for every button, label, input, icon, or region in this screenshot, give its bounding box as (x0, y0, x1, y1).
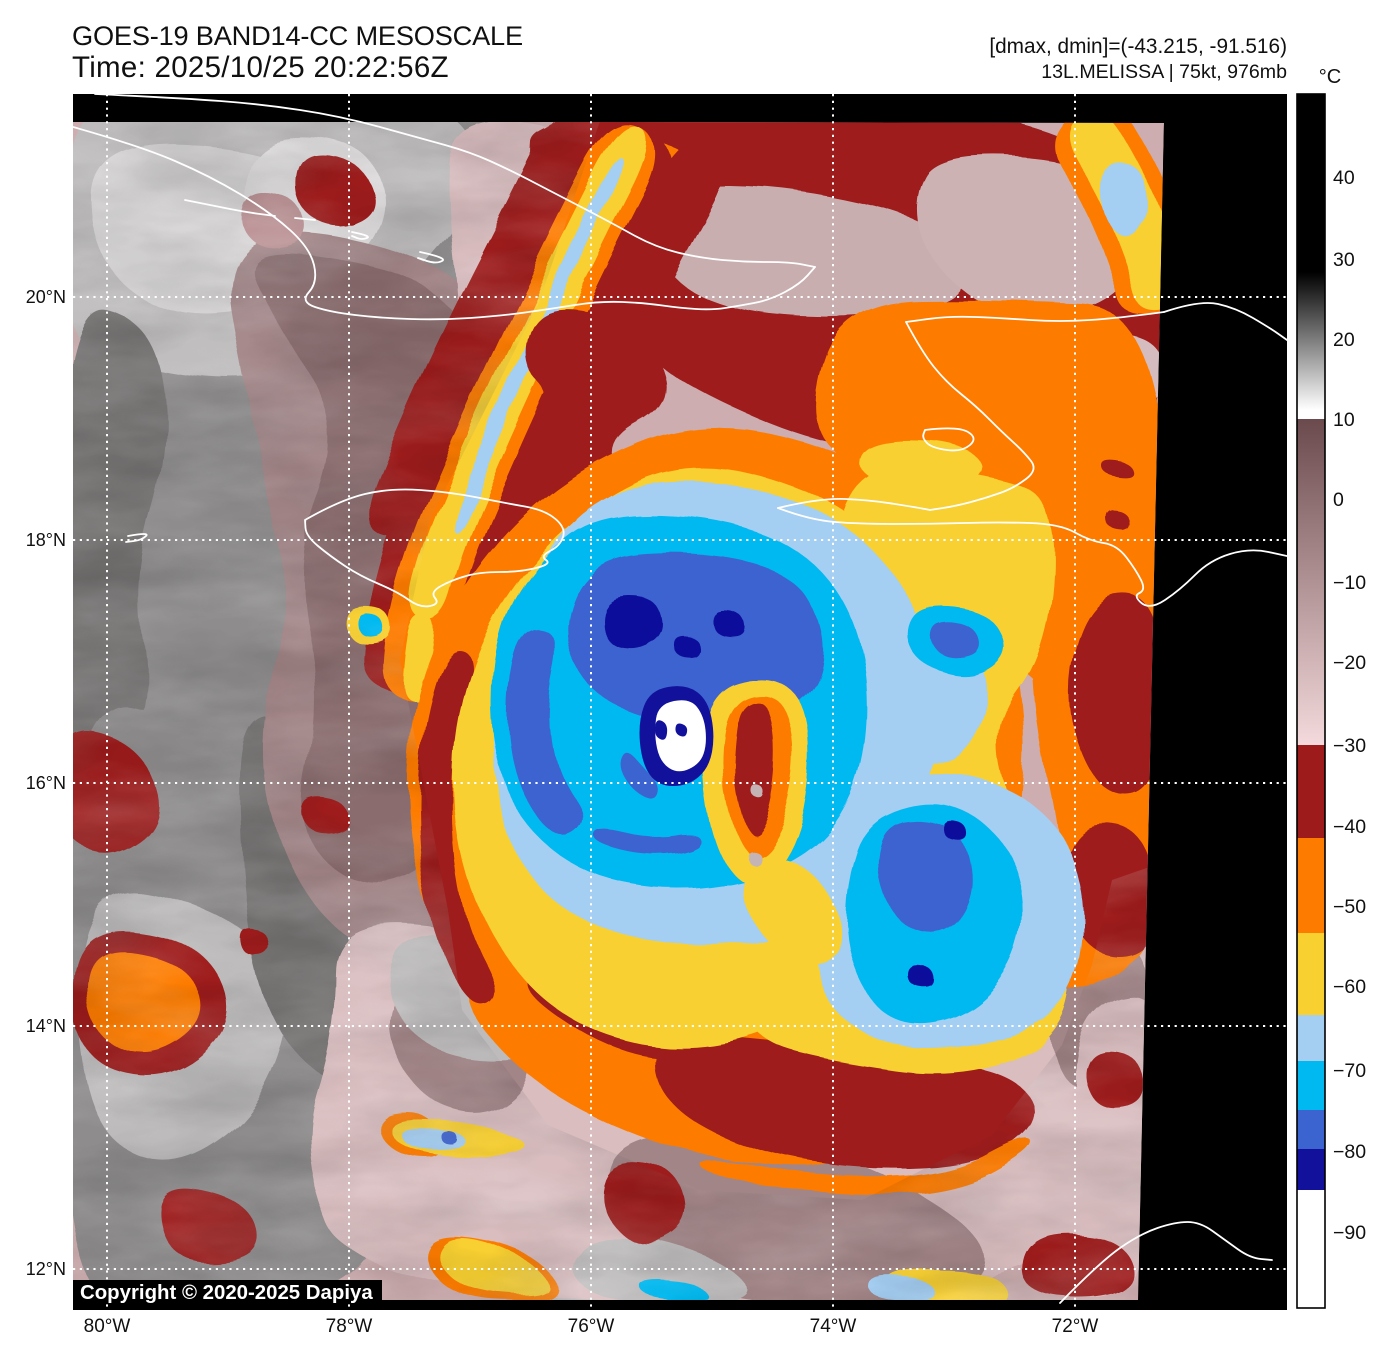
svg-text:14°N: 14°N (26, 1016, 66, 1036)
svg-text:80°W: 80°W (84, 1316, 131, 1337)
svg-text:−70: −70 (1333, 1060, 1366, 1082)
svg-text:16°N: 16°N (26, 773, 66, 793)
svg-text:20: 20 (1333, 329, 1355, 351)
svg-text:−10: −10 (1333, 572, 1366, 594)
svg-text:76°W: 76°W (568, 1316, 615, 1337)
svg-text:74°W: 74°W (810, 1316, 857, 1337)
svg-text:[dmax, dmin]=(-43.215, -91.516: [dmax, dmin]=(-43.215, -91.516) (989, 35, 1287, 58)
svg-text:20°N: 20°N (26, 287, 66, 307)
svg-text:Time: 2025/10/25 20:22:56Z: Time: 2025/10/25 20:22:56Z (72, 51, 449, 84)
svg-text:12°N: 12°N (26, 1259, 66, 1279)
svg-text:−20: −20 (1333, 652, 1366, 674)
svg-text:0: 0 (1333, 489, 1344, 511)
svg-text:30: 30 (1333, 249, 1355, 271)
svg-text:10: 10 (1333, 409, 1355, 431)
svg-text:78°W: 78°W (326, 1316, 373, 1337)
svg-text:−30: −30 (1333, 735, 1366, 757)
svg-text:°C: °C (1319, 66, 1341, 88)
svg-text:72°W: 72°W (1052, 1316, 1099, 1337)
svg-text:13L.MELISSA | 75kt, 976mb: 13L.MELISSA | 75kt, 976mb (1041, 61, 1287, 83)
svg-text:−90: −90 (1333, 1222, 1366, 1244)
svg-text:−40: −40 (1333, 816, 1366, 838)
svg-text:40: 40 (1333, 167, 1355, 189)
svg-text:GOES-19 BAND14-CC MESOSCALE: GOES-19 BAND14-CC MESOSCALE (72, 20, 523, 51)
svg-text:−60: −60 (1333, 976, 1366, 998)
svg-text:−50: −50 (1333, 896, 1366, 918)
svg-text:18°N: 18°N (26, 530, 66, 550)
svg-text:−80: −80 (1333, 1141, 1366, 1163)
svg-text:Copyright © 2020-2025 Dapiya: Copyright © 2020-2025 Dapiya (80, 1282, 373, 1304)
